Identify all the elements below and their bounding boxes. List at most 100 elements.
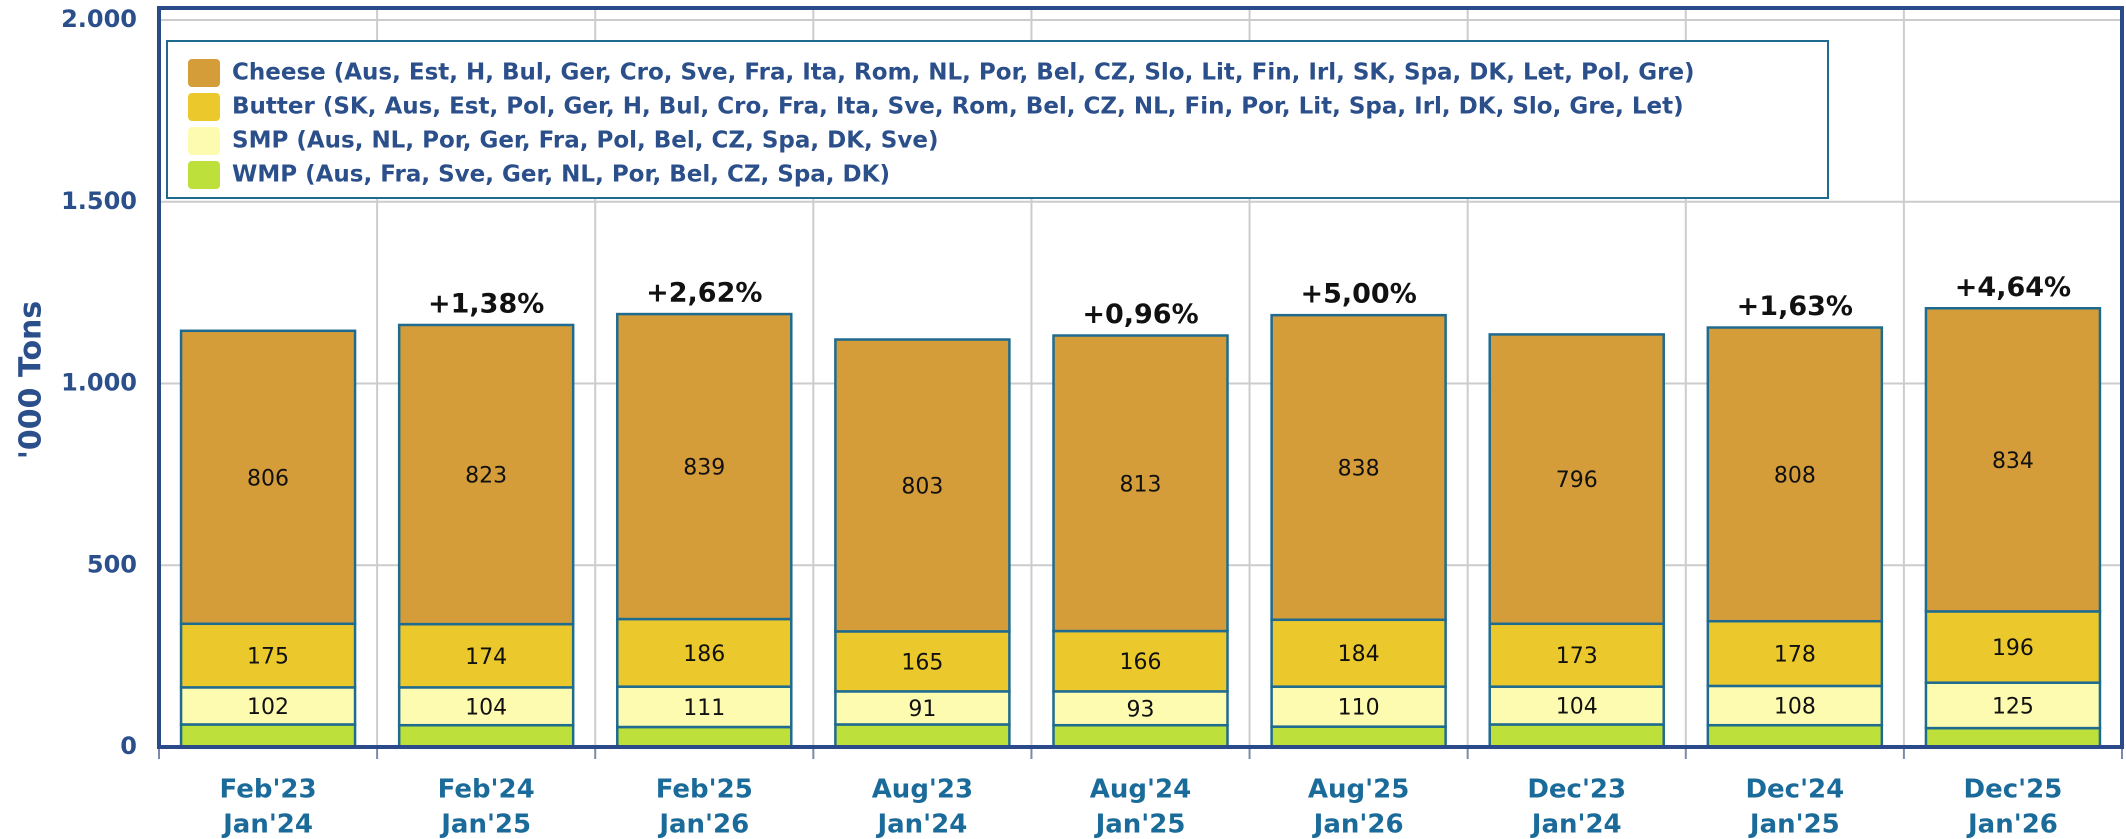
x-tick-label: Aug'23 [872,775,973,805]
y-tick-label: 1.500 [61,187,137,215]
x-tick-label: Dec'23 [1527,775,1626,805]
bar-segment [1052,690,1229,727]
bar-segment [397,686,575,727]
value-label: 110 [1338,696,1380,721]
bar-segment [1052,723,1229,749]
growth-label: +0,96% [1082,299,1198,330]
value-label: 834 [1992,449,2034,474]
bar-segment [1924,726,2102,749]
x-tick-label: Feb'25 [656,775,753,805]
x-tick-label: Feb'23 [220,775,317,805]
x-tick-label: Jan'26 [657,810,749,839]
value-label: 93 [1127,697,1155,722]
bar-segment [1488,333,1665,626]
bar-segment [1488,723,1665,749]
bar-segment [1052,629,1229,693]
x-tick-label: Jan'25 [439,810,531,839]
growth-label: +4,64% [1955,272,2071,303]
legend-swatch [188,161,220,189]
bar-segment [1924,681,2102,730]
bar-segment [834,723,1011,749]
value-label: 165 [901,650,943,675]
bar-segment [834,338,1011,633]
value-label: 178 [1774,643,1816,668]
bar-segment [1706,723,1884,749]
legend-swatch [188,93,220,121]
x-tick-label: Jan'26 [1312,810,1404,839]
value-label: 174 [465,645,507,670]
value-label: 173 [1556,644,1598,669]
x-tick-label: Aug'24 [1090,775,1191,805]
x-tick-label: Jan'25 [1094,810,1186,839]
y-tick-label: 1.000 [61,369,137,397]
bar-segment [397,723,575,749]
growth-label: +1,63% [1737,291,1853,322]
value-label: 803 [901,474,943,499]
value-label: 813 [1120,472,1162,497]
plot-border [157,6,2124,749]
x-tick-label: Jan'25 [1748,810,1840,839]
value-label: 108 [1774,695,1816,720]
value-label: 111 [683,696,725,721]
value-label: 102 [247,695,289,720]
value-label: 806 [247,466,289,491]
x-tick-label: Jan'26 [1966,810,2058,839]
value-label: 91 [908,697,936,722]
bar-segment [616,725,793,749]
legend-label: SMP (Aus, NL, Por, Ger, Fra, Pol, Bel, C… [232,128,938,154]
legend-box [166,40,1829,199]
value-label: 186 [683,642,725,667]
bar-segment [616,685,793,729]
bar-segment [1706,684,1884,727]
y-tick-label: 2.000 [61,5,137,33]
bar-segment [179,686,357,726]
y-tick-label: 500 [87,550,137,578]
legend-swatch [188,127,220,155]
bar-segment [834,690,1011,726]
value-label: 166 [1120,650,1162,675]
x-tick-label: Jan'24 [221,810,313,839]
growth-label: +1,38% [428,288,544,319]
x-tick-label: Dec'25 [1964,775,2063,805]
value-label: 104 [1556,695,1598,720]
growth-label: +5,00% [1300,279,1416,310]
bar-segment [1052,334,1229,633]
x-tick-label: Jan'24 [875,810,967,839]
value-label: 839 [683,456,725,481]
bar-segment [616,312,793,621]
bar-segment [1706,619,1884,688]
growth-label: +2,62% [646,278,762,309]
bar-segment [1270,313,1447,622]
bar-segment [1488,622,1665,688]
x-tick-label: Jan'24 [1530,810,1622,839]
bar-segment [616,617,793,688]
legend-label: WMP (Aus, Fra, Sve, Ger, NL, Por, Bel, C… [232,162,890,188]
value-label: 823 [465,464,507,489]
x-tick-label: Feb'24 [438,775,535,805]
bar-segment [397,622,575,689]
value-label: 175 [247,645,289,670]
x-tick-label: Dec'24 [1745,775,1844,805]
legend-swatch [188,59,220,87]
value-label: 838 [1338,456,1380,481]
y-tick-label: 0 [120,732,137,760]
bar-segment [1488,685,1665,726]
bar-segment [179,329,357,626]
bar-segment [1924,307,2102,613]
legend-label: Cheese (Aus, Est, H, Bul, Ger, Cro, Sve,… [232,60,1695,86]
legend-label: Butter (SK, Aus, Est, Pol, Ger, H, Bul, … [232,94,1684,120]
value-label: 125 [1992,694,2034,719]
x-tick-label: Aug'25 [1308,775,1409,805]
value-label: 184 [1338,642,1380,667]
value-label: 196 [1992,636,2034,661]
value-label: 808 [1774,463,1816,488]
value-label: 796 [1556,468,1598,493]
bar-segment [179,622,357,689]
y-axis-title: '000 Tons [14,301,49,460]
bar-segment [1270,725,1447,749]
bar-segment [1924,610,2102,684]
bar-segment [397,323,575,626]
value-label: 104 [465,695,507,720]
bar-segment [179,723,357,749]
